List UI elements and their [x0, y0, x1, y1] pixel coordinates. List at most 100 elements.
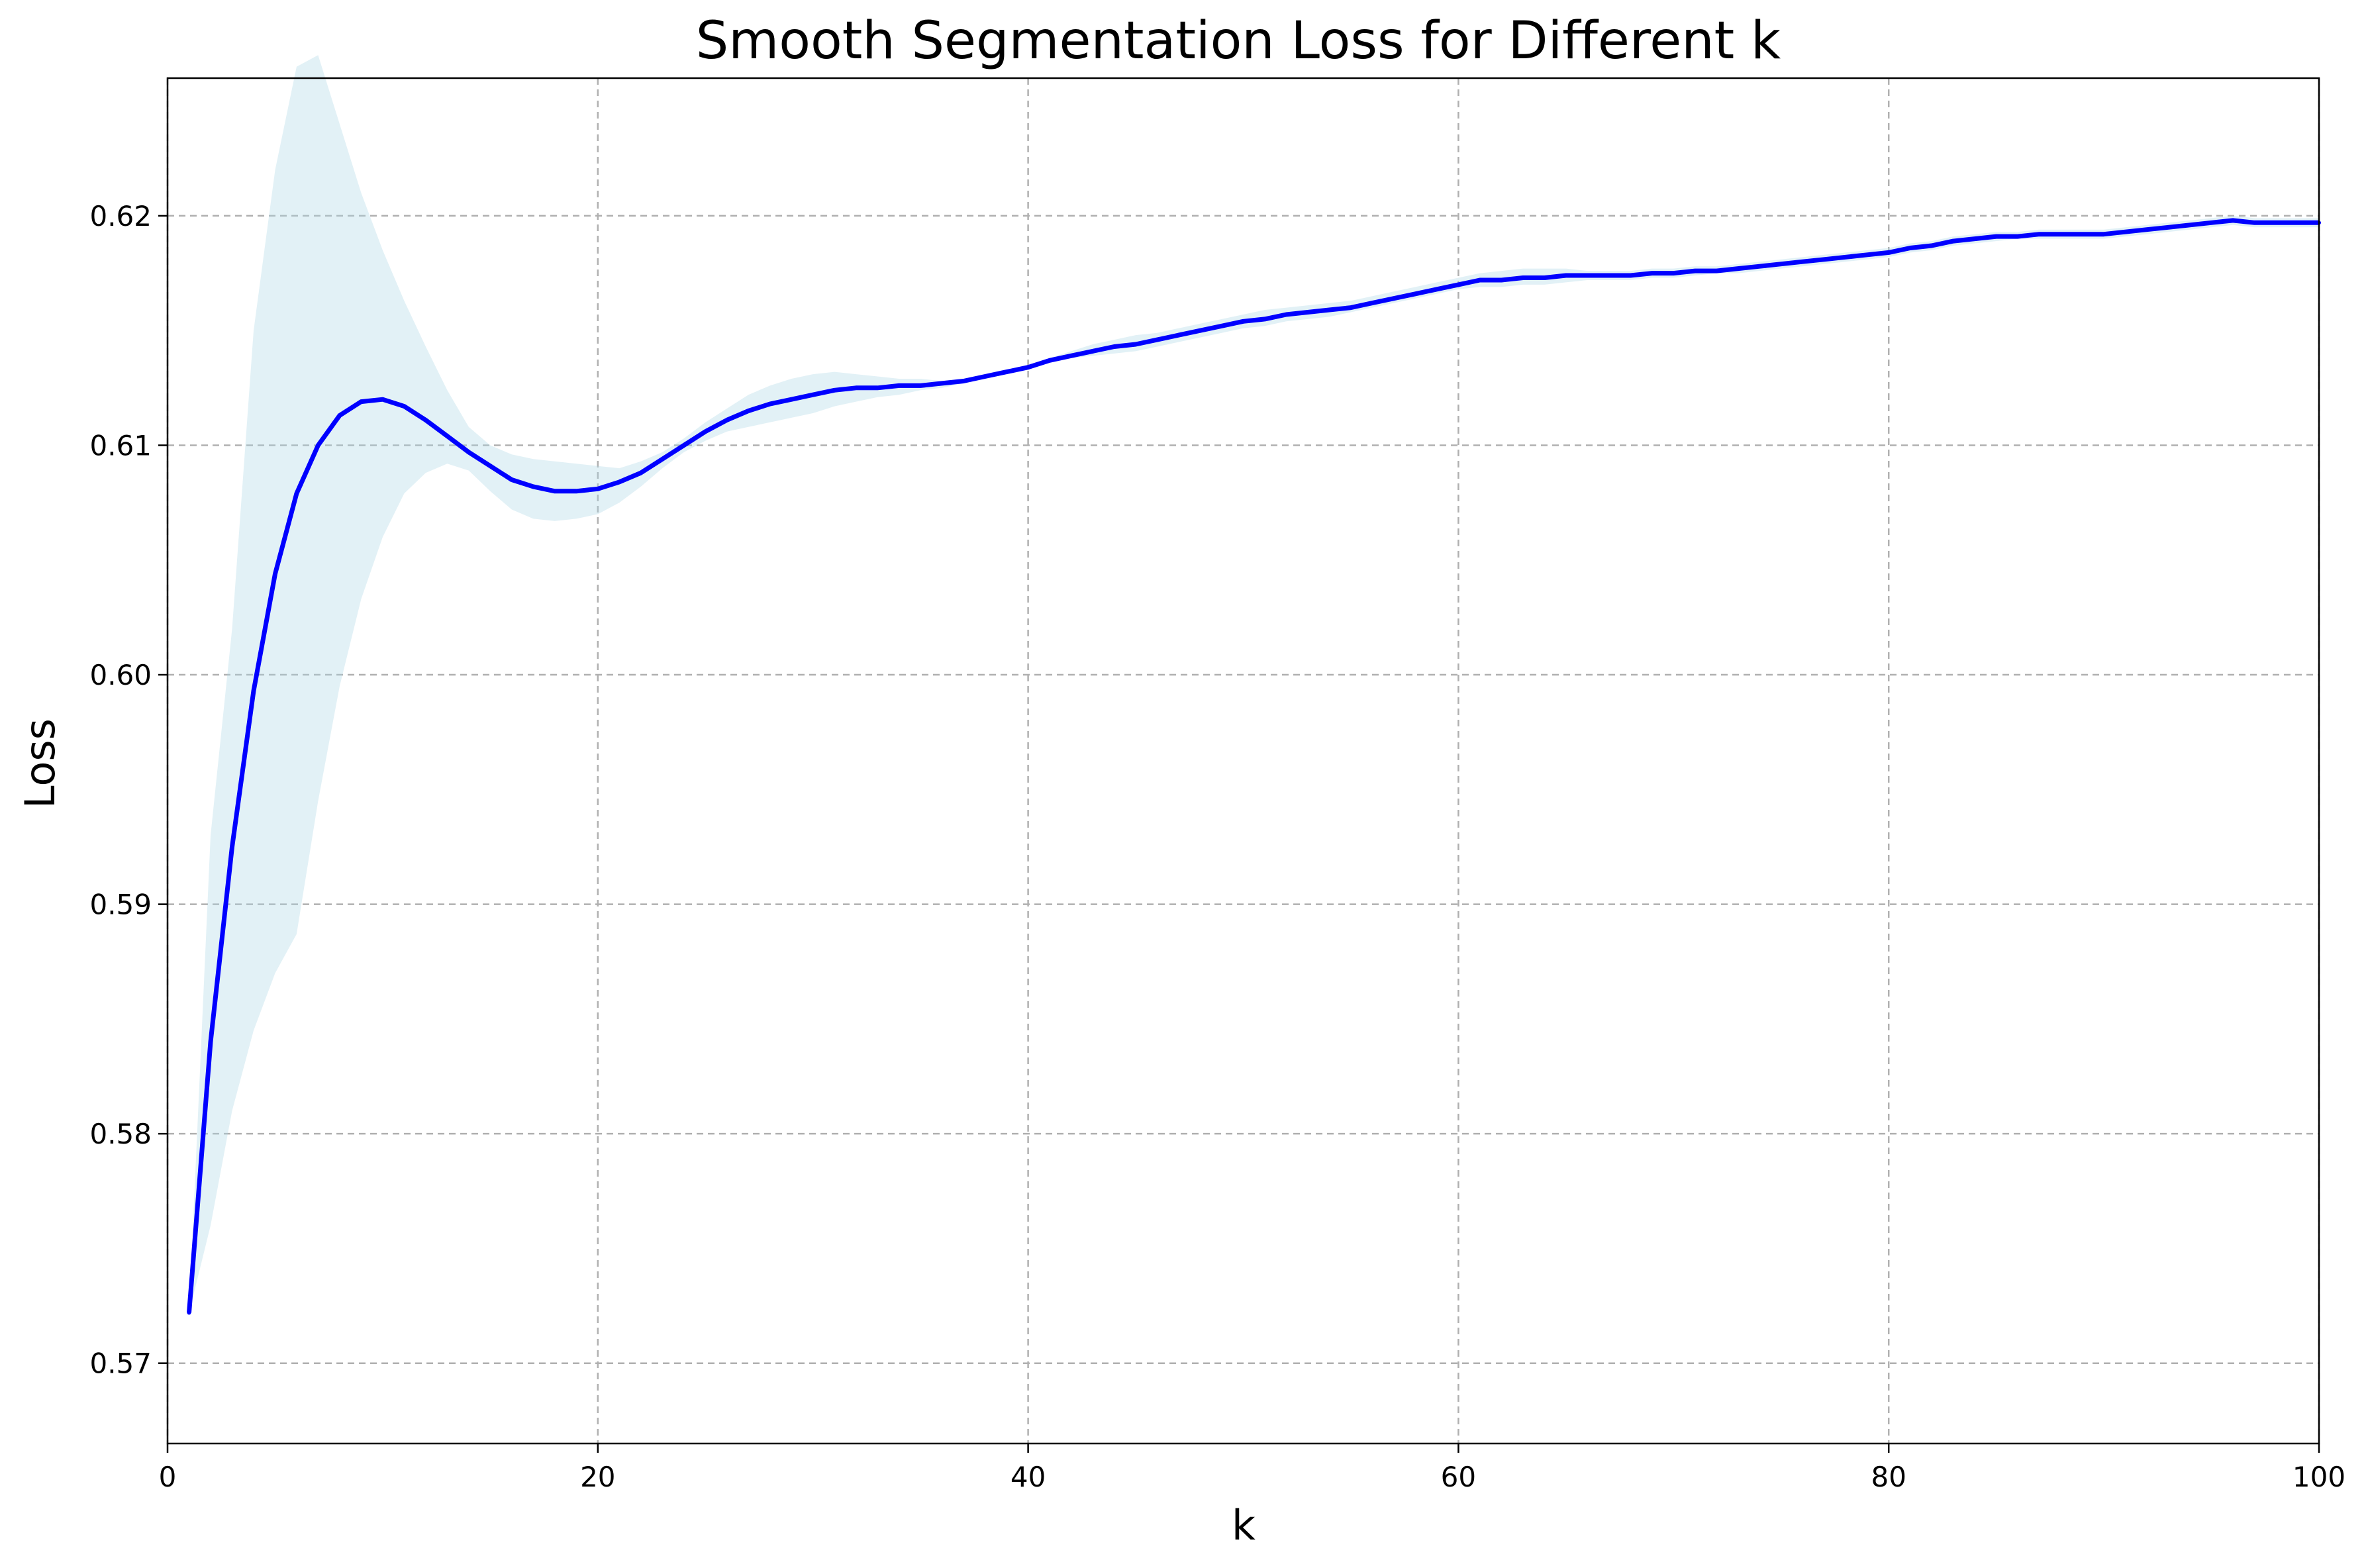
x-tick-label: 60: [1441, 1461, 1476, 1493]
data-point: [1177, 333, 1181, 338]
data-point: [359, 399, 364, 404]
loss-data-points: [187, 218, 2321, 1315]
data-point: [832, 388, 837, 393]
data-point: [1456, 282, 1461, 287]
data-point: [1048, 358, 1052, 363]
y-axis-label: Loss: [16, 718, 64, 808]
data-point: [423, 418, 428, 422]
data-point: [1585, 273, 1590, 278]
x-axis-label: k: [1232, 1501, 1256, 1549]
x-tick-label: 20: [580, 1461, 615, 1493]
data-point: [1994, 234, 1998, 239]
data-point: [2166, 225, 2171, 230]
x-tick-label: 100: [2293, 1461, 2345, 1493]
data-point: [854, 385, 858, 390]
data-point: [1563, 273, 1568, 278]
data-point: [1198, 328, 1203, 333]
data-point: [316, 443, 321, 448]
data-point: [2295, 220, 2300, 225]
data-point: [1348, 305, 1353, 310]
data-point: [1736, 266, 1740, 271]
data-point: [1327, 308, 1332, 313]
data-point: [2016, 234, 2020, 239]
data-point: [445, 434, 450, 438]
data-point: [1606, 273, 1611, 278]
data-point: [1693, 269, 1697, 273]
data-point: [1779, 262, 1783, 266]
data-point: [1262, 317, 1267, 321]
data-point: [1284, 312, 1289, 317]
data-point: [789, 397, 794, 402]
x-tick-label: 0: [159, 1461, 177, 1493]
data-point: [617, 479, 622, 484]
data-point: [1628, 273, 1633, 278]
data-point: [273, 571, 277, 576]
data-point: [2102, 232, 2106, 236]
loss-series-line: [187, 218, 2319, 1313]
data-point: [962, 379, 966, 383]
data-point: [1844, 255, 1848, 260]
data-point: [1112, 344, 1116, 349]
x-tick-label: 40: [1011, 1461, 1046, 1493]
data-point: [230, 844, 234, 849]
y-axis-ticks: 0.57 0.58 0.59 0.60 0.61 0.62: [89, 200, 168, 1380]
y-tick-label: 0.57: [89, 1348, 152, 1380]
chart-title: Smooth Segmentation Loss for Different k: [696, 11, 1781, 71]
data-point: [552, 489, 557, 493]
data-point: [1241, 319, 1246, 324]
y-tick-label: 0.59: [89, 889, 152, 921]
data-point: [660, 457, 665, 462]
data-point: [1026, 365, 1030, 369]
data-point: [811, 393, 815, 397]
data-point: [2059, 232, 2063, 236]
data-point: [1542, 275, 1547, 280]
data-point: [1951, 239, 1955, 244]
y-tick-label: 0.61: [89, 429, 152, 462]
y-tick-label: 0.60: [89, 659, 152, 691]
data-point: [1005, 369, 1009, 374]
data-point: [1069, 354, 1073, 358]
data-point: [875, 385, 880, 390]
data-point: [251, 689, 256, 693]
data-point: [1391, 296, 1396, 301]
data-point: [2252, 220, 2257, 225]
data-point: [574, 489, 579, 493]
data-point: [1757, 264, 1762, 269]
data-point: [1134, 342, 1138, 347]
data-point: [509, 477, 514, 482]
data-point: [2209, 220, 2214, 225]
data-point: [1499, 277, 1504, 282]
data-point: [940, 381, 944, 385]
data-point: [380, 397, 385, 402]
grid-lines: [166, 78, 2320, 1444]
data-point: [767, 402, 772, 407]
data-point: [1973, 236, 1977, 241]
data-point: [402, 404, 407, 409]
data-point: [1930, 243, 1934, 248]
data-point: [2231, 218, 2236, 222]
data-point: [208, 1040, 213, 1044]
data-point: [1434, 287, 1439, 291]
data-point: [595, 487, 600, 491]
data-point: [1155, 338, 1159, 342]
data-point: [2080, 232, 2085, 236]
data-point: [897, 383, 901, 388]
y-tick-label: 0.62: [89, 200, 152, 232]
data-point: [703, 429, 708, 434]
data-point: [466, 450, 471, 454]
data-point: [1520, 275, 1525, 280]
data-point: [294, 491, 299, 496]
data-point: [1822, 257, 1826, 262]
data-point: [2145, 227, 2149, 232]
data-point: [2037, 232, 2042, 236]
data-point: [1865, 252, 1869, 257]
data-point: [1413, 291, 1418, 296]
data-point: [1370, 301, 1375, 305]
y-tick-label: 0.58: [89, 1118, 152, 1150]
data-point: [1091, 349, 1095, 354]
plot-frame: [166, 77, 2320, 1445]
data-point: [1650, 271, 1654, 275]
data-point: [531, 484, 536, 489]
data-point: [1671, 271, 1676, 275]
